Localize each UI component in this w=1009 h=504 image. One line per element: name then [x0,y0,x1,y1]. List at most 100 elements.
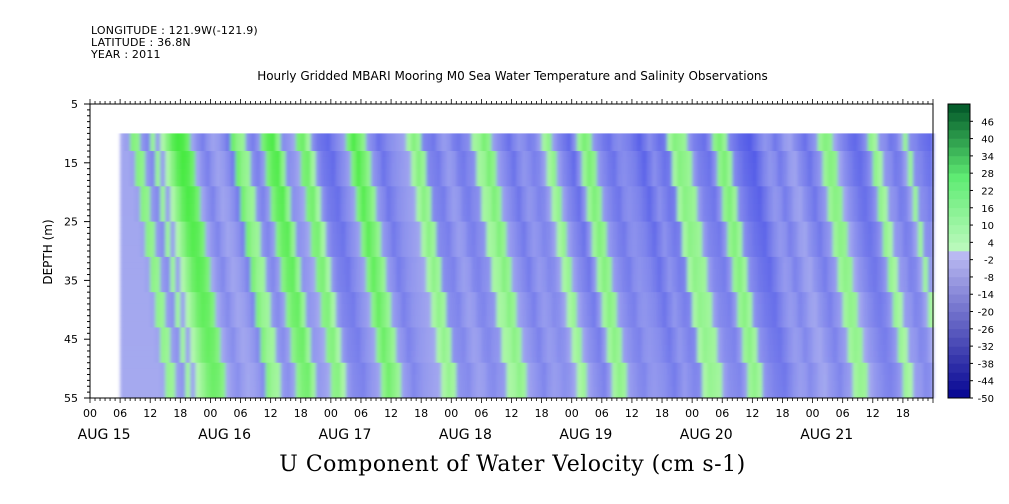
heatmap-cell [611,215,618,222]
heatmap-cell [601,186,608,193]
heatmap-cell [491,180,498,187]
heatmap-cell [350,162,357,170]
heatmap-cell [125,280,131,287]
heatmap-cell [335,327,342,334]
heatmap-cell [516,327,523,334]
heatmap-cell [506,256,513,264]
heatmap-cell [320,203,327,211]
heatmap-cell [205,227,212,234]
heatmap-cell [160,374,166,381]
heatmap-cell [436,256,442,264]
heatmap-cell [466,198,472,205]
heatmap-cell [506,392,513,399]
heatmap-cell [406,298,412,305]
heatmap-cell [250,256,257,264]
heatmap-cell [335,209,342,217]
heatmap-cell [315,256,322,264]
heatmap-cell [436,274,442,281]
heatmap-cell [561,233,568,240]
heatmap-cell [305,203,312,211]
heatmap-cell [360,345,367,352]
heatmap-cell [320,156,327,164]
heatmap-cell [210,321,217,328]
heatmap-cell [436,386,442,393]
heatmap-cell [295,309,302,317]
heatmap-cell [576,256,583,264]
heatmap-cell [501,286,508,293]
heatmap-cell [506,298,513,305]
heatmap-cell [295,321,302,328]
heatmap-cell [325,274,332,281]
heatmap-cell [250,303,257,311]
heatmap-cell [170,350,176,358]
heatmap-cell [446,280,452,287]
heatmap-cell [350,268,357,275]
heatmap-cell [391,292,397,299]
heatmap-cell [240,339,247,346]
heatmap-cell [320,221,327,228]
heatmap-cell [335,227,342,234]
heatmap-cell [120,145,126,152]
heatmap-cell [330,215,337,222]
heatmap-cell [421,233,427,240]
heatmap-cell [461,256,467,264]
heatmap-cell [170,321,176,328]
heatmap-cell [531,274,538,281]
heatmap-cell [205,268,212,275]
heatmap-cell [481,215,488,222]
heatmap-cell [636,274,643,281]
heatmap-cell [521,374,528,381]
heatmap-cell [421,174,427,181]
heatmap-cell [667,145,673,152]
heatmap-cell [667,368,673,375]
heatmap-cell [601,209,608,217]
heatmap-cell [662,380,668,387]
heatmap-cell [406,368,412,375]
heatmap-cell [371,180,377,187]
heatmap-cell [456,368,462,375]
heatmap-cell [135,268,141,275]
heatmap-cell [421,262,427,270]
heatmap-cell [305,145,312,152]
heatmap-cell [476,251,482,258]
heatmap-cell [391,321,397,328]
heatmap-cell [280,174,287,181]
heatmap-cell [320,198,327,205]
heatmap-cell [185,156,191,164]
heatmap-cell [421,298,427,305]
heatmap-cell [511,374,518,381]
heatmap-cell [205,133,212,140]
heatmap-cell [476,292,482,299]
heatmap-cell [386,145,392,152]
heatmap-cell [591,333,598,340]
heatmap-cell [466,298,472,305]
heatmap-cell [250,198,257,205]
heatmap-cell [396,374,402,381]
heatmap-cell [190,345,196,352]
heatmap-cell [641,139,648,146]
heatmap-cell [330,345,337,352]
heatmap-cell [270,374,277,381]
heatmap-cell [365,356,372,364]
heatmap-cell [315,362,322,369]
heatmap-cell [381,327,387,334]
heatmap-cell [581,286,588,293]
heatmap-cell [290,215,297,222]
heatmap-cell [431,386,437,393]
heatmap-cell [135,151,141,158]
heatmap-cell [386,303,392,311]
heatmap-cell [586,162,593,170]
heatmap-cell [466,350,472,358]
heatmap-cell [310,386,317,393]
heatmap-cell [135,145,141,152]
heatmap-cell [411,321,417,328]
heatmap-cell [325,362,332,369]
heatmap-cell [210,139,217,146]
heatmap-cell [120,227,126,234]
heatmap-cell [145,298,151,305]
heatmap-cell [360,233,367,240]
heatmap-cell [200,145,207,152]
heatmap-cell [360,151,367,158]
heatmap-cell [516,168,523,175]
heatmap-cell [566,215,573,222]
